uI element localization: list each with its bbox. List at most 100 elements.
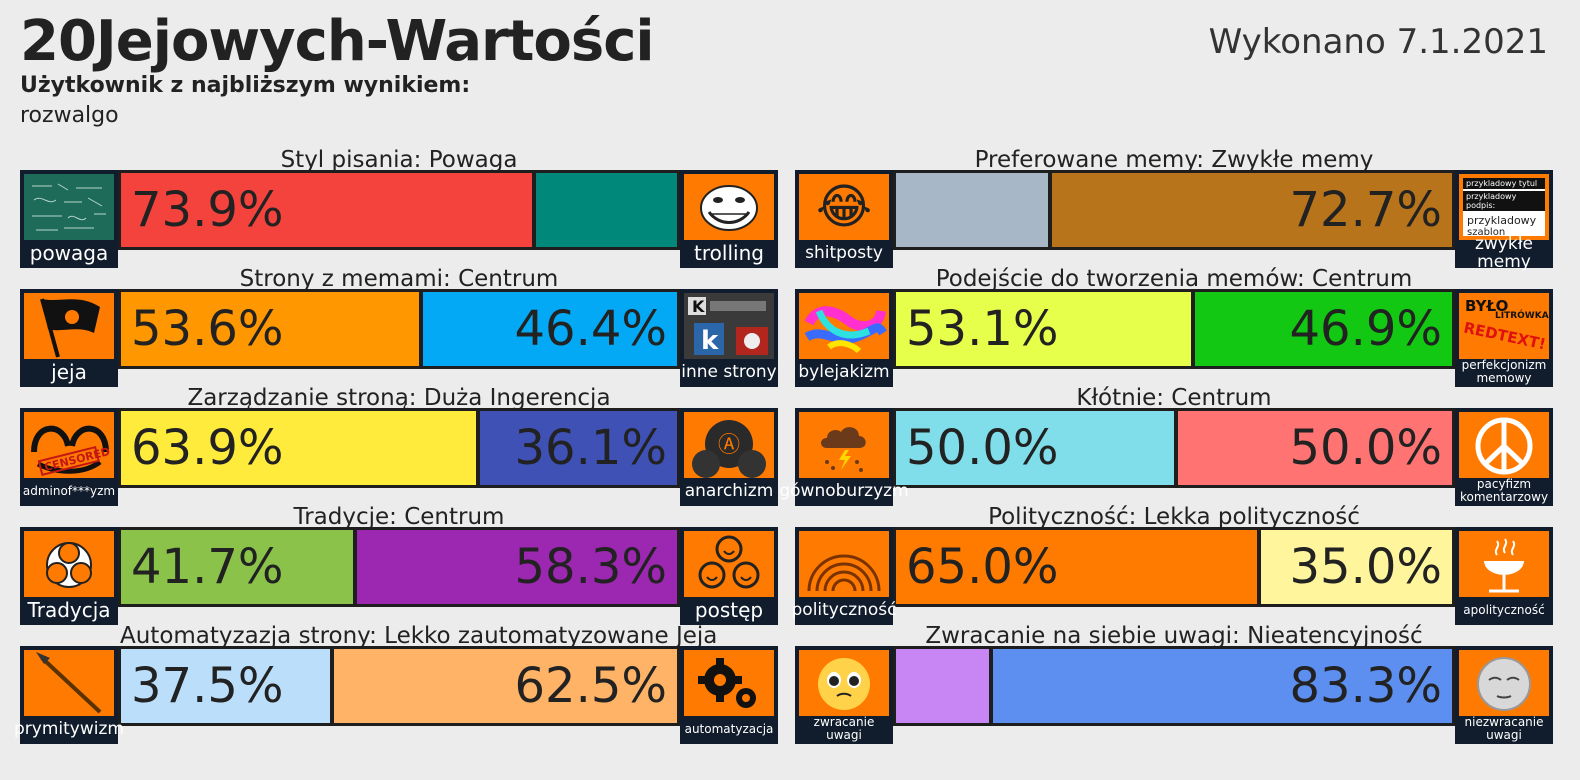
left-segment: 53.6% [121,292,420,366]
icon-caption: prymitywizm [14,719,124,739]
value-row: Polityczność: Lekka polityczność 65.0% 35.… [792,504,1553,625]
row-title: Automatyzazja strony: Lekko zautomatyzow… [120,623,718,649]
icon-caption: adminof***yzm [22,483,116,498]
left-segment: 53.1% [896,292,1192,366]
left-icon-tile: CENSORED adminof***yzm [20,408,118,506]
pleading-face-icon [799,650,889,716]
value-row: Kłótnie: Centrum 50.0% 50.0% gównoburzyzm pa… [779,385,1553,506]
right-segment: 83.3% [988,649,1452,723]
value-row: Tradycje: Centrum 41.7% 58.3% Tradycja postę… [20,504,778,625]
score-bar: 83.3% [893,646,1455,726]
svg-text:Ⓐ: Ⓐ [718,433,740,458]
value-row: Zarządzanie stroną: Duża Ingerencja 63.9%… [20,385,778,506]
row-title: Preferowane memy: Zwykłe memy [974,147,1374,173]
tired-face-icon [1459,650,1549,716]
score-bar: 72.7% [893,170,1455,250]
left-icon-tile: bylejakizm [795,289,893,387]
row-title: Kłótnie: Centrum [1076,385,1272,411]
spear-icon [24,650,114,716]
right-icon-tile: trolling [680,170,778,268]
score-bar: 63.9% 36.1% [118,408,680,488]
right-icon-tile: przykladowy tytul przykladowy podpis: przy… [1455,170,1553,272]
right-segment: 46.9% [1191,292,1452,366]
icon-caption: jeja [51,360,87,384]
left-icon-tile: zwracanie uwagi [795,646,893,744]
parliament-icon [799,531,889,597]
left-icon-tile: jeja [20,289,118,387]
svg-text:K: K [692,297,705,316]
grill-icon [1459,531,1549,597]
score-bar: 50.0% 50.0% [893,408,1455,488]
icon-caption: polityczność [791,600,897,620]
value-row: Zwracanie na siebie uwagi: Nieatencyjnoś… [795,623,1553,744]
left-icon-tile: prymitywizm [14,646,124,744]
icon-caption: bylejakizm [798,362,890,382]
redtext-icon: BYŁO LITRÓWKA REDTEXT! [1459,293,1549,359]
right-segment: 36.1% [476,411,677,485]
right-segment: 62.5% [329,649,677,723]
right-icon-tile: niezwracanie uwagi [1455,646,1553,744]
icon-caption: powaga [29,241,109,265]
icon-caption: inne strony [681,362,777,382]
closest-user-name: rozwalgo [20,103,119,128]
gears-icon [684,650,774,716]
icon-caption: Tradycja [27,598,111,622]
left-segment [896,649,989,723]
tradition-icon [24,531,114,597]
row-title: Podejście do tworzenia memów: Centrum [935,266,1413,292]
score-bar: 37.5% 62.5% [118,646,680,726]
right-segment: 50.0% [1174,411,1452,485]
icon-caption: shitposty [805,243,883,263]
trollface-icon [684,174,774,240]
icon-caption: perfekcjonizm memowy [1461,358,1547,385]
icon-caption: trolling [694,241,764,265]
left-icon-tile: Tradycja [20,527,118,625]
left-icon-tile: powaga [20,170,118,268]
row-title: Styl pisania: Powaga [280,147,518,173]
icon-caption: anarchizm [684,481,774,501]
value-row: Automatyzazja strony: Lekko zautomatyzow… [14,623,778,744]
right-segment: 58.3% [352,530,677,604]
value-row: Podejście do tworzenia memów: Centrum 53.… [795,266,1553,387]
score-bar: 53.6% 46.4% [118,289,680,369]
left-icon-tile: polityczność [791,527,897,625]
row-title: Polityczność: Lekka polityczność [988,504,1360,530]
scribble-icon [799,293,889,359]
svg-text:k: k [701,326,719,356]
score-bar: 73.9% [118,170,680,250]
peace-icon [1459,412,1549,478]
left-segment [896,173,1048,247]
icon-caption: niezwracanie uwagi [1464,715,1544,742]
right-icon-tile: automatyzacja [680,646,778,744]
date-label: Wykonano 7.1.2021 [1208,22,1548,62]
icon-caption: postęp [694,598,764,622]
right-segment: 72.7% [1047,173,1452,247]
right-icon-tile: postęp [680,527,778,625]
poop-storm-icon [799,412,889,478]
censored-icon: CENSORED [24,412,114,478]
chalkboard-icon [24,174,114,240]
score-bar: 53.1% 46.9% [893,289,1455,369]
icon-caption: apolityczność [1463,602,1545,617]
row-title: Strony z memami: Centrum [239,266,559,292]
score-bar: 65.0% 35.0% [893,527,1455,607]
meme-template-icon: przykladowy tytul przykladowy podpis: przy… [1459,174,1549,240]
laughing-emoji-icon: 😂 [799,174,889,240]
icon-caption: pacyfizm komentarzowy [1459,477,1549,504]
left-icon-tile: gównoburzyzm [779,408,909,506]
value-row: Styl pisania: Powaga 73.9% powaga trolling [20,147,778,268]
icon-caption: zwykłe memy [1474,234,1534,272]
row-title: Zwracanie na siebie uwagi: Nieatencyjnoś… [925,623,1423,649]
page-title: 20Jejowych-Wartości [20,9,655,74]
left-segment: 41.7% [121,530,353,604]
right-segment: 35.0% [1257,530,1452,604]
icon-caption: automatyzacja [684,721,774,736]
progress-faces-icon [684,531,774,597]
icon-caption: zwracanie uwagi [813,715,875,742]
right-icon-tile: BYŁO LITRÓWKA REDTEXT! perfekcjonizm memowy [1455,289,1553,387]
jeja-flag-icon [24,293,114,359]
icon-caption: gównoburzyzm [779,481,909,501]
